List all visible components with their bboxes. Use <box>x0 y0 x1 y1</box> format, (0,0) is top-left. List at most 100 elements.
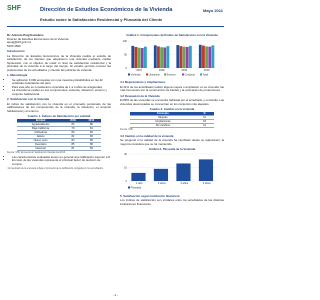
legend-label: Conjunto <box>185 72 196 76</box>
bar <box>137 47 141 68</box>
header-cell: % <box>195 112 214 116</box>
paragraph: Se preguntó si la calidad de la vivienda… <box>120 138 224 146</box>
bar <box>202 45 205 68</box>
footnote: ¹ El resultado de la encuesta refleja el… <box>7 167 104 170</box>
x-tick-label: 4 años <box>203 181 211 185</box>
row: Nuevo León 83 85 <box>17 138 101 143</box>
row: Baja California 79 81 <box>17 126 101 131</box>
right-column: Gráfica 1. Componentes del Índice de Sat… <box>120 33 224 208</box>
x-tick-label: 3 años <box>180 181 188 185</box>
legend-label: Vivienda <box>131 72 141 76</box>
legend-swatch <box>164 73 166 75</box>
section-heading: Introducción <box>7 49 25 53</box>
row: Ampliaciones 18 <box>130 119 214 124</box>
section-heading: 4.1 Mejoramiento y Ampliaciones <box>120 80 166 84</box>
bullet: El costo de las viviendas representa el … <box>12 158 111 166</box>
cell: Baja California <box>17 126 64 131</box>
paragraph: El índice de satisfacción con la viviend… <box>7 101 111 113</box>
bar <box>157 45 160 68</box>
bar <box>179 45 183 68</box>
cell: Mejoras <box>130 115 196 120</box>
bar <box>188 45 192 68</box>
x-tick-label: 2010 <box>204 68 210 72</box>
cell: 81 <box>82 126 101 131</box>
x-tick-label: 1 año <box>136 181 143 185</box>
row: Chihuahua 80 82 <box>17 130 101 135</box>
legend-swatch <box>128 73 130 75</box>
bar <box>143 46 147 68</box>
table-title: Cuadro 1. Índices de Satisfacción por en… <box>27 113 91 118</box>
bullet: Para este año se consideraron viviendas … <box>12 85 111 90</box>
cell: 18 <box>195 119 214 124</box>
row: Mejoras 41 <box>130 115 214 120</box>
row: Nacional 81 83 <box>17 146 101 151</box>
chart-title: Gráfica 1. Componentes del Índice de Sat… <box>126 33 218 37</box>
chart-title: Gráfica 2. Plusvalía de la Vivienda <box>148 146 196 151</box>
bullet: Se aplicaron 6 000 encuestas con una mue… <box>12 78 111 86</box>
bar <box>153 168 169 181</box>
section-heading: 1. Metodología <box>7 73 28 77</box>
cell: Ampliaciones <box>130 119 196 124</box>
header-cell: Concepto <box>130 112 196 116</box>
table-note: Fuente: SHF <box>120 129 134 131</box>
bar <box>176 44 180 68</box>
bar <box>153 44 157 68</box>
table-title: Cuadro 2. Cambio en la vivienda <box>149 106 195 111</box>
legend-swatch <box>200 73 202 75</box>
section-heading: 2. Satisfacción con la Vivienda <box>7 97 50 101</box>
header-row: Concepto% <box>130 112 214 116</box>
table: Entidad 2009 2010 Aguascalientes 84 86 Baja Ca… <box>17 119 101 151</box>
cell: 83 <box>63 138 83 143</box>
bar <box>205 45 209 68</box>
bar <box>131 45 135 68</box>
cell: 83 <box>82 146 101 151</box>
section-heading: 4.3 Cambio en la calidad de la vivienda <box>120 133 174 138</box>
bar <box>182 46 186 68</box>
paragraph: El 41% de los acreditados realizó alguna… <box>120 84 224 92</box>
cell: 83 <box>82 134 101 139</box>
bar <box>140 47 144 68</box>
header-cell: 2009 <box>63 119 83 123</box>
cell: Aguascalientes <box>17 122 64 127</box>
cell: Nacional <box>17 146 64 151</box>
cell: 79 <box>63 126 83 131</box>
left-column: Dr. Antonio Puig Escudero Director de Est… <box>7 33 111 171</box>
legend-swatch <box>182 73 184 75</box>
table: Concepto% Mejoras 41 Ampliaciones 18 Sin camb… <box>130 112 214 128</box>
bullet: Las características evaluadas tienen en … <box>12 155 111 160</box>
bar <box>198 159 214 181</box>
cell: 80 <box>63 130 83 135</box>
title: Dirección de Estudios Económicos de la V… <box>40 7 173 13</box>
header-cell: Entidad <box>17 119 64 123</box>
cell: 82 <box>63 134 83 139</box>
cell: Querétaro <box>17 142 64 147</box>
author-line: 5263 4500 <box>7 43 21 48</box>
row: Aguascalientes 84 86 <box>17 122 101 127</box>
rule <box>7 26 224 27</box>
legend-swatch <box>128 186 130 189</box>
table-note: Fuente: SHF, Encuesta de Satisfacción Re… <box>7 152 66 154</box>
cell: 86 <box>82 122 101 127</box>
cell: 84 <box>63 122 83 127</box>
page-number: - 1 - <box>112 293 119 297</box>
page: SHF Dirección de Estudios Económicos de … <box>0 0 231 300</box>
bar <box>185 46 189 68</box>
author-line: apuig@shf.gob.mx <box>7 40 32 44</box>
paragraph: La Dirección de Estudios Económicos de l… <box>7 53 111 72</box>
legend-label: Plusvalía <box>131 185 142 189</box>
section-heading: 4.2 Ocupación de la Vivienda <box>120 93 160 98</box>
bar <box>134 46 138 68</box>
bullet: La vivienda se evaluó en sus componentes… <box>12 88 111 96</box>
legend-label: Total <box>203 72 209 76</box>
cell: Chihuahua <box>17 130 64 135</box>
bullet-list: Las características evaluadas tienen en … <box>7 155 111 167</box>
bar <box>176 163 191 181</box>
y-tick-label: 50 <box>124 52 127 56</box>
legend-label: Ubicación <box>149 72 161 76</box>
date: Mayo 2011 <box>202 8 223 13</box>
row: Querétaro 85 86 <box>17 142 101 147</box>
subtitle: Estudio sobre la Satisfacción Residencia… <box>40 17 163 22</box>
x-tick-label: 2 años <box>158 181 166 185</box>
cell: 82 <box>82 130 101 135</box>
cell: Sin cambios <box>130 123 196 128</box>
